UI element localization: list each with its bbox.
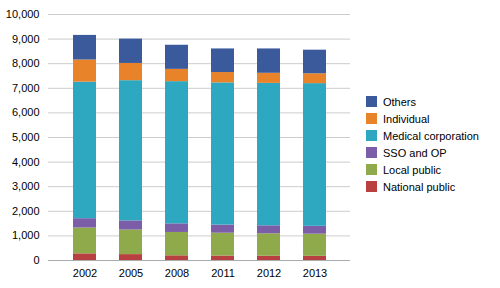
svg-text:7,000: 7,000 (12, 82, 40, 94)
svg-text:10,000: 10,000 (6, 8, 40, 20)
svg-text:2002: 2002 (73, 267, 97, 279)
html-text:Local public: Local public (383, 163, 442, 176)
svg-text:2008: 2008 (165, 267, 189, 279)
svg-text:6,000: 6,000 (12, 106, 40, 118)
html-text:Medical corporation: Medical corporation (383, 129, 479, 142)
svg-text:8,000: 8,000 (12, 57, 40, 69)
svg-text:4,000: 4,000 (12, 156, 40, 168)
svg-text:9,000: 9,000 (12, 33, 40, 45)
html-text:National public: National public (383, 180, 456, 193)
html-text:Individual: Individual (383, 112, 430, 125)
svg-text:3,000: 3,000 (12, 180, 40, 192)
svg-text:5,000: 5,000 (12, 131, 40, 143)
svg-text:0: 0 (33, 254, 39, 266)
html-text:SSO and OP: SSO and OP (383, 146, 447, 159)
svg-text:1,000: 1,000 (12, 229, 40, 241)
html-text:Others: Others (383, 95, 416, 108)
svg-text:2013: 2013 (303, 267, 327, 279)
svg-text:2,000: 2,000 (12, 205, 40, 217)
svg-text:2005: 2005 (119, 267, 143, 279)
svg-text:2012: 2012 (257, 267, 281, 279)
svg-text:2011: 2011 (211, 267, 235, 279)
